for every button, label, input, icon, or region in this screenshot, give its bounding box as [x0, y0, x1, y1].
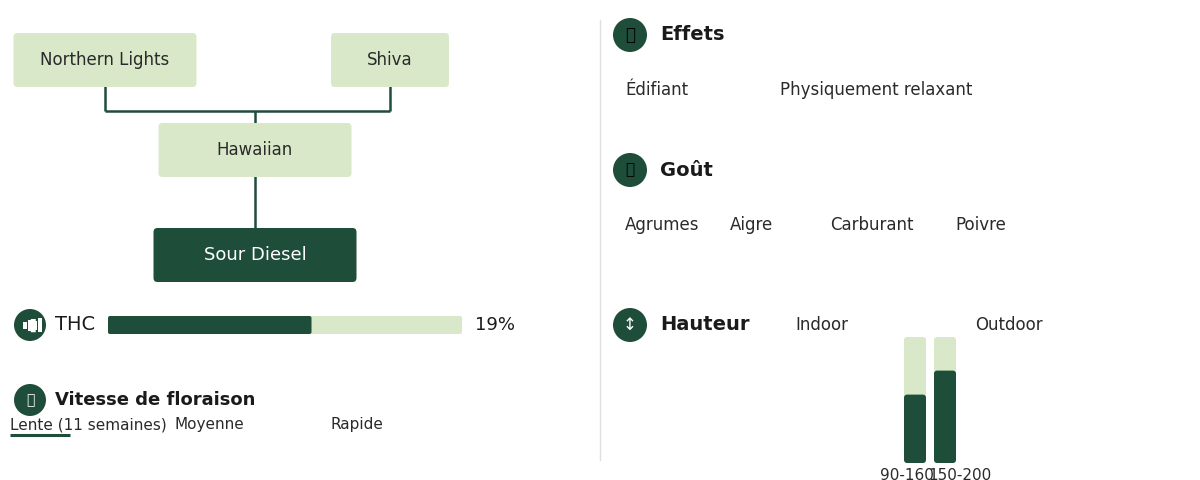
Text: 150-200: 150-200	[929, 468, 991, 480]
Text: Goût: Goût	[660, 160, 713, 180]
Text: Effets: Effets	[660, 25, 725, 45]
Text: Hawaiian: Hawaiian	[217, 141, 293, 159]
Text: Poivre: Poivre	[955, 216, 1006, 234]
Circle shape	[613, 308, 647, 342]
Text: Moyenne: Moyenne	[175, 418, 245, 432]
Text: Aigre: Aigre	[730, 216, 773, 234]
Text: Hauteur: Hauteur	[660, 315, 750, 335]
Text: 🌿: 🌿	[625, 26, 635, 44]
Text: Northern Lights: Northern Lights	[41, 51, 169, 69]
Text: ↕: ↕	[623, 316, 637, 334]
FancyBboxPatch shape	[13, 33, 197, 87]
Text: ⏱: ⏱	[26, 393, 34, 407]
Text: Sour Diesel: Sour Diesel	[204, 246, 306, 264]
Text: Carburant: Carburant	[830, 216, 913, 234]
Circle shape	[613, 18, 647, 52]
FancyBboxPatch shape	[158, 123, 352, 177]
Circle shape	[14, 384, 46, 416]
Text: Outdoor: Outdoor	[974, 316, 1043, 334]
FancyBboxPatch shape	[108, 316, 462, 334]
FancyBboxPatch shape	[38, 318, 42, 332]
Text: Physiquement relaxant: Physiquement relaxant	[780, 81, 972, 99]
Text: 19%: 19%	[475, 316, 515, 334]
FancyBboxPatch shape	[904, 395, 926, 463]
Text: Shiva: Shiva	[367, 51, 413, 69]
FancyBboxPatch shape	[154, 228, 356, 282]
FancyBboxPatch shape	[34, 321, 36, 329]
Text: Édifiant: Édifiant	[625, 81, 688, 99]
FancyBboxPatch shape	[28, 320, 31, 331]
Text: Vitesse de floraison: Vitesse de floraison	[55, 391, 256, 409]
FancyBboxPatch shape	[23, 322, 26, 328]
FancyBboxPatch shape	[904, 337, 926, 401]
FancyBboxPatch shape	[331, 33, 449, 87]
Text: Rapide: Rapide	[330, 418, 383, 432]
FancyBboxPatch shape	[934, 337, 956, 377]
Text: THC: THC	[55, 315, 95, 335]
Text: 🛡: 🛡	[625, 163, 635, 178]
Text: Lente (11 semaines): Lente (11 semaines)	[10, 418, 167, 432]
FancyBboxPatch shape	[934, 371, 956, 463]
FancyBboxPatch shape	[108, 316, 312, 334]
Circle shape	[14, 309, 46, 341]
Text: 90-160: 90-160	[880, 468, 934, 480]
Text: Agrumes: Agrumes	[625, 216, 700, 234]
Circle shape	[613, 153, 647, 187]
Text: Indoor: Indoor	[796, 316, 848, 334]
Text: ▐: ▐	[25, 318, 35, 332]
